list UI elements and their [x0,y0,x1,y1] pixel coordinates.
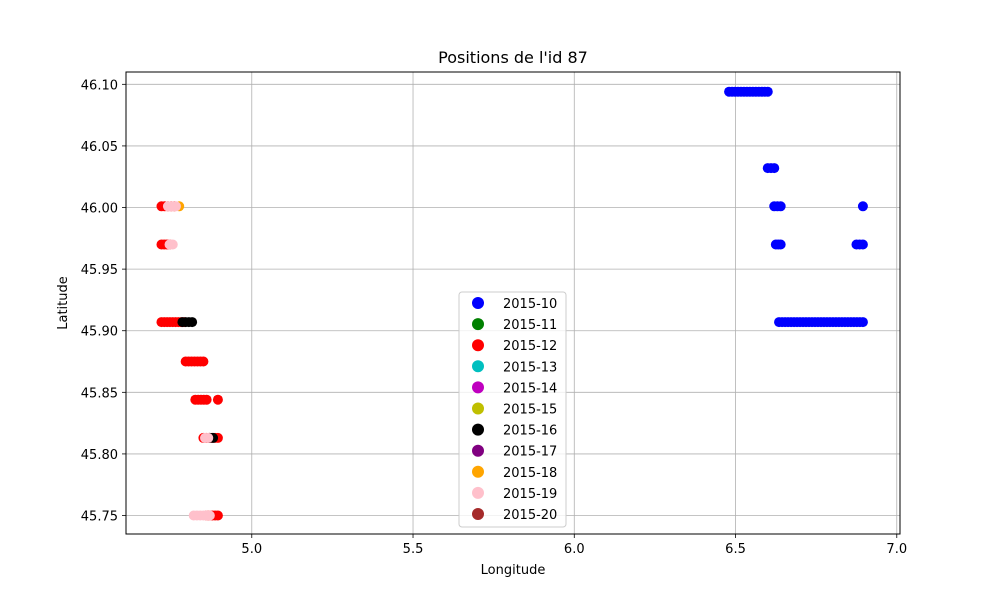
y-axis-label: Latitude [56,276,71,330]
legend-marker [472,360,484,373]
legend-label: 2015-16 [503,424,557,439]
x-axis-label: Longitude [481,563,546,578]
legend-label: 2015-13 [503,360,557,375]
data-point-2015-10 [857,201,868,212]
legend-marker [472,465,484,478]
data-point-2015-12 [212,394,223,405]
x-tick-label: 7.0 [886,542,907,557]
legend-label: 2015-12 [503,339,557,354]
data-point-2015-10 [762,86,773,97]
data-point-2015-10 [775,201,786,212]
y-tick-label: 46.10 [81,78,118,93]
legend-label: 2015-11 [503,318,557,333]
legend-label: 2015-15 [503,403,557,418]
y-tick-label: 46.00 [81,202,118,217]
y-tick-label: 45.75 [81,510,118,525]
legend-label: 2015-10 [503,297,557,312]
legend-marker [472,486,484,499]
legend-marker [472,402,484,415]
chart-title: Positions de l'id 87 [438,48,588,67]
data-point-2015-12 [201,394,212,405]
legend-box [458,291,567,528]
legend-marker [472,508,484,520]
y-tick-label: 45.85 [81,386,118,401]
legend-marker [472,381,484,394]
y-tick-label: 46.05 [81,140,118,155]
y-tick-label: 45.95 [81,263,118,278]
legend: 2015-10 2015-11 2015-12 2015-13 2015-14 2015-… [458,291,567,528]
axis-ticks: 5.0 5.5 6.0 6.5 7.0 45.75 45.80 45.85 45.90 45.95… [81,78,907,557]
legend-marker [472,318,484,331]
data-point-2015-16 [187,317,198,328]
legend-label: 2015-19 [503,487,557,502]
plot-frame [125,71,901,535]
legend-label: 2015-18 [503,466,557,481]
data-point-2015-19 [170,201,181,212]
data-point-2015-10 [857,239,868,250]
legend-marker [472,423,484,436]
y-tick-label: 45.80 [81,448,118,463]
x-tick-label: 5.5 [403,542,424,557]
data-point-2015-12 [198,356,209,367]
x-tick-label: 6.0 [564,542,585,557]
data-point-2015-12 [212,510,223,521]
data-point-2015-10 [775,239,786,250]
legend-label: 2015-20 [503,508,557,523]
legend-marker [472,297,484,309]
y-tick-label: 45.90 [81,325,118,340]
data-point-2015-10 [857,317,868,328]
data-point-2015-19 [204,510,215,521]
legend-label: 2015-14 [503,381,557,396]
data-point-2015-19 [203,432,214,443]
legend-marker [472,339,484,352]
legend-label: 2015-17 [503,445,557,460]
data-point-2015-19 [167,239,178,250]
x-tick-label: 5.0 [241,542,262,557]
x-tick-label: 6.5 [725,542,746,557]
data-point-2015-10 [769,163,780,174]
data-points [156,86,868,521]
legend-marker [472,444,484,457]
